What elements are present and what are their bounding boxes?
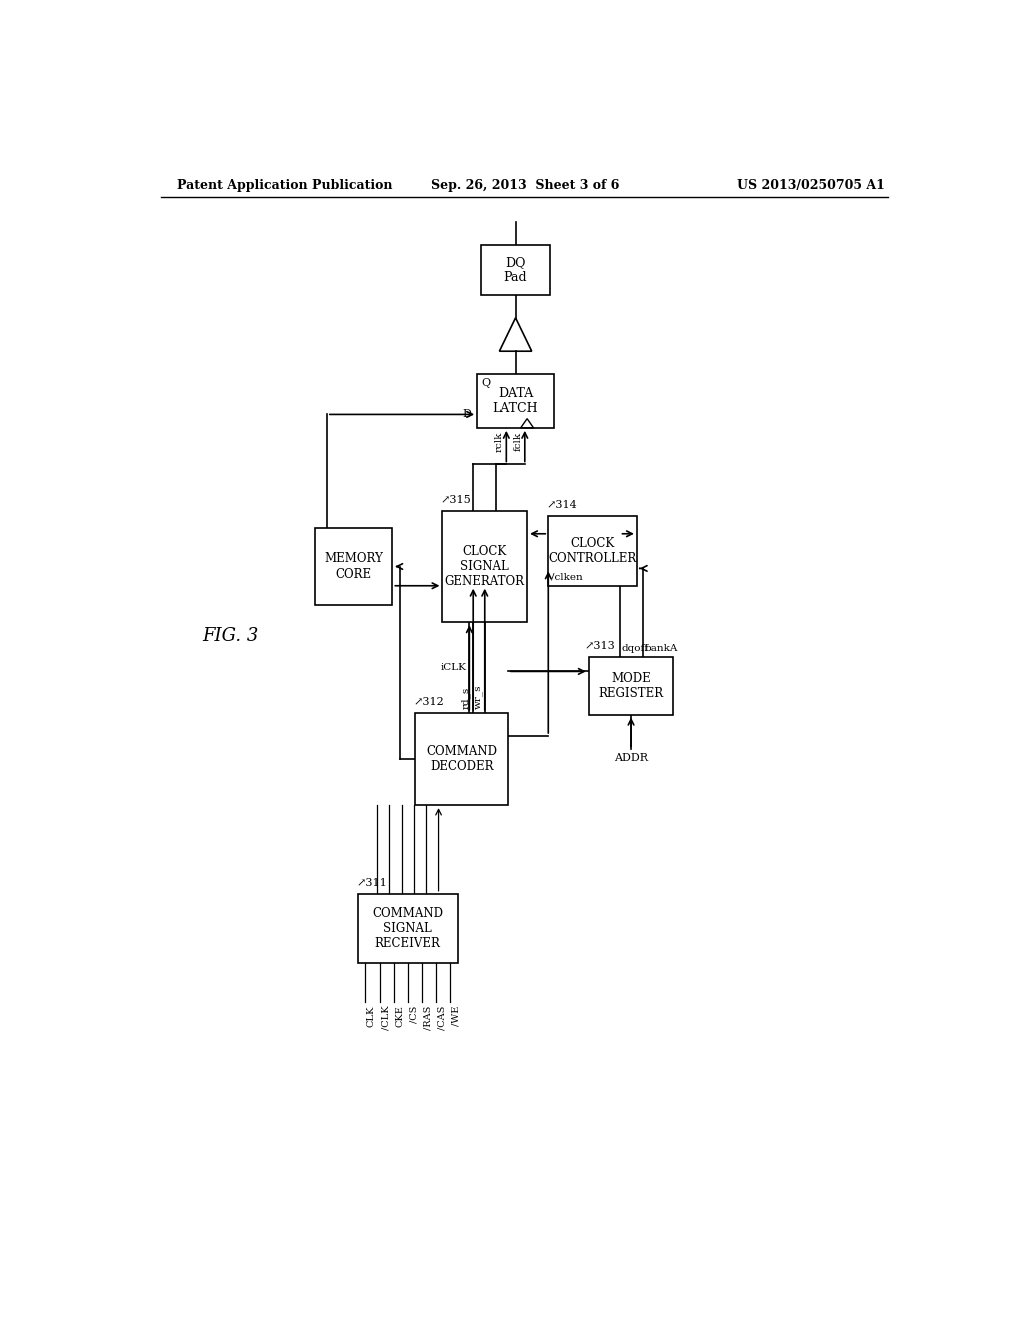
Text: bankA: bankA [644, 644, 678, 653]
Text: Sep. 26, 2013  Sheet 3 of 6: Sep. 26, 2013 Sheet 3 of 6 [431, 178, 618, 191]
Bar [589, 657, 674, 714]
Text: /CAS: /CAS [437, 1006, 446, 1030]
Text: CKE: CKE [395, 1006, 404, 1027]
Text: rclk: rclk [495, 432, 504, 453]
Text: /RAS: /RAS [423, 1006, 432, 1030]
Text: ↗311: ↗311 [356, 878, 387, 887]
Text: iCLK: iCLK [440, 663, 466, 672]
Bar [477, 374, 554, 428]
Text: /WE: /WE [452, 1006, 461, 1026]
Text: rd_s: rd_s [461, 686, 471, 709]
Text: wr_s: wr_s [473, 685, 482, 709]
Text: CLOCK
CONTROLLER: CLOCK CONTROLLER [549, 537, 637, 565]
Text: COMMAND
DECODER: COMMAND DECODER [426, 744, 498, 774]
Text: ↗312: ↗312 [414, 697, 444, 706]
Text: CLOCK
SIGNAL
GENERATOR: CLOCK SIGNAL GENERATOR [444, 545, 524, 587]
Text: ↗314: ↗314 [547, 500, 578, 511]
Text: D: D [462, 409, 471, 420]
Text: DQ
Pad: DQ Pad [504, 256, 527, 284]
Text: /CLK: /CLK [381, 1006, 390, 1030]
Text: MODE
REGISTER: MODE REGISTER [598, 672, 664, 700]
Text: Patent Application Publication: Patent Application Publication [177, 178, 392, 191]
Text: FIG. 3: FIG. 3 [203, 627, 259, 644]
Text: fclk: fclk [513, 432, 522, 451]
Bar [315, 528, 392, 605]
Text: MEMORY
CORE: MEMORY CORE [325, 553, 383, 581]
Text: dqoff: dqoff [621, 644, 648, 653]
Bar [416, 713, 508, 805]
Bar [357, 894, 458, 964]
Bar [481, 246, 550, 296]
Text: /clken: /clken [551, 573, 583, 581]
Text: ↗315: ↗315 [441, 495, 472, 504]
Text: Q: Q [481, 378, 490, 388]
Text: COMMAND
SIGNAL
RECEIVER: COMMAND SIGNAL RECEIVER [373, 907, 443, 950]
Text: CLK: CLK [367, 1006, 376, 1027]
Text: US 2013/0250705 A1: US 2013/0250705 A1 [737, 178, 885, 191]
Text: ↗313: ↗313 [585, 640, 615, 651]
Text: DATA
LATCH: DATA LATCH [493, 387, 539, 414]
Bar [548, 516, 637, 586]
Text: ADDR: ADDR [614, 754, 648, 763]
Text: /CS: /CS [410, 1006, 418, 1023]
Bar [442, 511, 527, 622]
